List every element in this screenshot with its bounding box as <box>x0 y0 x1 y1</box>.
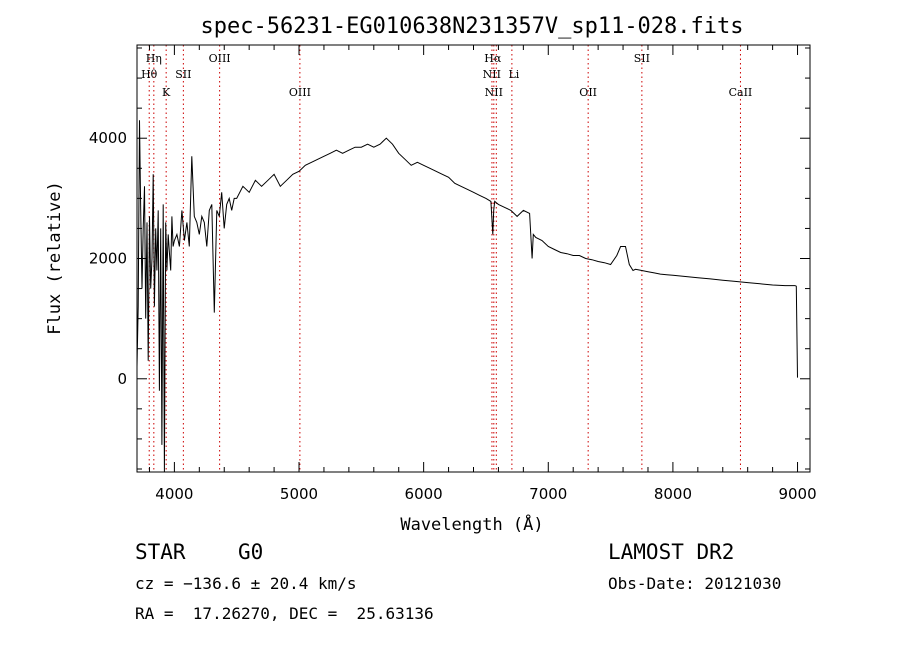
line-annotations: Hη Hθ K SII OIII OIII Hα NII NII Li OII SII CaII <box>141 52 752 99</box>
line-annotation-label: NII <box>485 86 503 99</box>
line-annotation-label: Hθ <box>141 68 158 81</box>
line-annotation-label: Li <box>508 68 519 81</box>
x-tick-label: 7000 <box>529 485 567 503</box>
subclass-label: G0 <box>238 540 264 564</box>
y-tick-label: 0 <box>117 370 127 388</box>
x-axis-label: Wavelength (Å) <box>400 513 543 535</box>
line-annotation-label: K <box>162 86 171 99</box>
redshift-line: cz = −136.6 ± 20.4 km/s <box>135 574 357 593</box>
x-tick-label: 4000 <box>155 485 193 503</box>
x-tick-label: 8000 <box>654 485 692 503</box>
line-annotation-label: Hη <box>146 52 162 65</box>
line-annotation-label: OIII <box>209 52 231 65</box>
chart-title: spec-56231-EG010638N231357V_sp11-028.fit… <box>200 14 743 39</box>
coordinates-line: RA = 17.26270, DEC = 25.63136 <box>135 604 434 623</box>
spectrum-series-line <box>136 120 798 473</box>
line-annotation-label: CaII <box>729 86 753 99</box>
line-annotation-label: Hα <box>484 52 502 65</box>
y-tick-label: 4000 <box>89 129 127 147</box>
line-annotation-label: SII <box>175 68 191 81</box>
line-annotation-label: SII <box>634 52 650 65</box>
line-markers <box>148 45 741 472</box>
axis-ticks: 4000 5000 6000 7000 8000 9000 0 2000 4000 <box>89 45 817 503</box>
class-label: STAR <box>135 540 186 564</box>
line-annotation-label: OIII <box>289 86 311 99</box>
line-annotation-label: OII <box>579 86 597 99</box>
y-tick-label: 2000 <box>89 250 127 268</box>
y-axis-label: Flux (relative) <box>45 181 65 335</box>
x-tick-label: 5000 <box>280 485 318 503</box>
x-tick-label: 6000 <box>405 485 443 503</box>
line-annotation-label: NII <box>483 68 501 81</box>
x-tick-label: 9000 <box>778 485 816 503</box>
survey-label: LAMOST DR2 <box>608 540 735 564</box>
obs-date: Obs-Date: 20121030 <box>608 574 782 593</box>
plot-frame <box>136 44 811 473</box>
